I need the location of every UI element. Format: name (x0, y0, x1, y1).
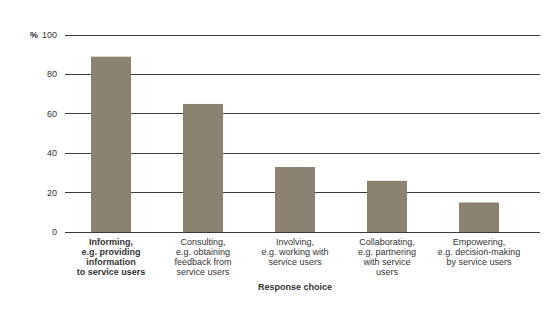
grid-line (65, 35, 540, 36)
grid-line (65, 113, 540, 114)
bars (91, 57, 499, 232)
x-tick-label: Consulting,e.g. obtainingfeedback fromse… (174, 237, 231, 277)
x-tick-label: Collaborating,e.g. partneringwith servic… (358, 237, 416, 277)
bar (91, 57, 131, 232)
grid-line (65, 153, 540, 154)
x-tick-label: Involving,e.g. working withservice users (261, 237, 328, 267)
x-axis-label: Response choice (258, 282, 332, 292)
y-tick-label: 100 (42, 30, 57, 40)
chart-container: 0 20 40 60 80 100% Informing,e.g. providinginf… (0, 0, 548, 315)
x-tick-label: Informing,e.g. providinginformationto se… (77, 237, 146, 277)
bar (367, 181, 407, 232)
y-tick-label: 80 (47, 69, 57, 79)
y-tick-label: 60 (47, 109, 57, 119)
y-tick-label: 40 (47, 148, 57, 158)
y-axis-label: % (30, 30, 38, 40)
bar (183, 104, 223, 232)
bar (275, 167, 315, 232)
bar (459, 202, 499, 232)
y-tick-label: 0 (52, 227, 57, 237)
y-tick-label: 20 (47, 188, 57, 198)
x-tick-label: Empowering,e.g. decision-makingby servic… (438, 237, 521, 267)
grid-line (65, 74, 540, 75)
chart: 0 20 40 60 80 100% Informing,e.g. providinginf… (0, 0, 548, 315)
